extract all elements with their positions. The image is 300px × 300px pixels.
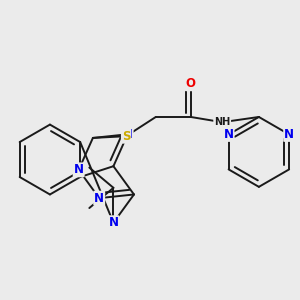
Text: N: N [123, 128, 133, 141]
Text: O: O [186, 77, 196, 90]
Text: N: N [108, 216, 118, 229]
Text: N: N [284, 128, 294, 141]
Text: N: N [224, 128, 234, 141]
Text: N: N [94, 192, 104, 205]
Text: N: N [74, 164, 84, 176]
Text: NH: NH [214, 117, 230, 127]
Text: S: S [122, 130, 130, 143]
